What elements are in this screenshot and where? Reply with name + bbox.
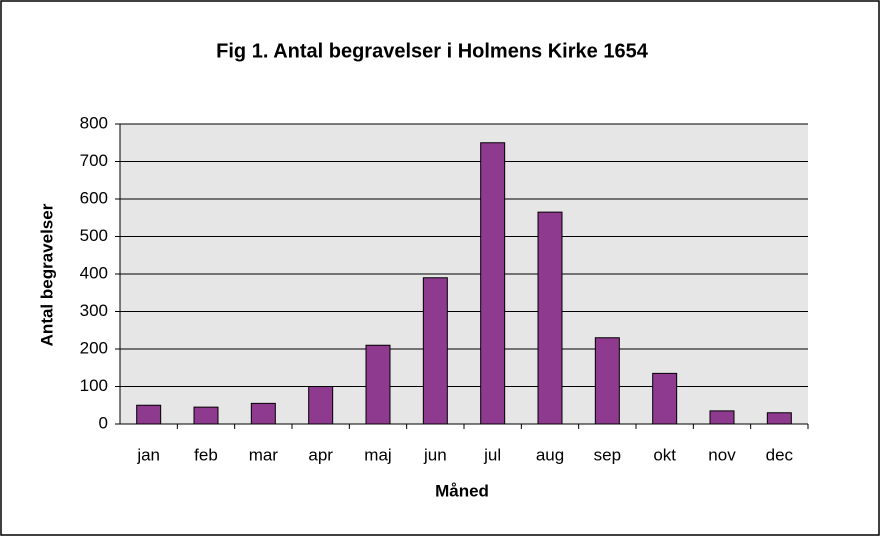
bar: [652, 372, 678, 425]
x-tick-label: jul: [483, 445, 501, 464]
bar: [480, 142, 506, 425]
bar: [537, 211, 563, 425]
x-tick-label: feb: [194, 445, 218, 464]
y-tick-label: 600: [80, 188, 108, 207]
y-tick-label: 700: [80, 151, 108, 170]
bar: [766, 412, 792, 425]
y-axis-title: Antal begravelser: [37, 203, 56, 346]
x-tick-label: jun: [423, 445, 447, 464]
x-tick-label: sep: [594, 445, 621, 464]
bar: [594, 337, 620, 425]
x-tick-label: maj: [364, 445, 391, 464]
bar: [193, 406, 219, 425]
bar: [136, 404, 162, 425]
chart-title: Fig 1. Antal begravelser i Holmens Kirke…: [216, 40, 649, 62]
bar: [365, 344, 391, 425]
bar: [308, 386, 334, 425]
y-tick-label: 800: [80, 113, 108, 132]
bar: [250, 402, 276, 425]
y-tick-label: 100: [80, 376, 108, 395]
bar: [422, 277, 448, 425]
y-tick-label: 500: [80, 226, 108, 245]
y-tick-label: 200: [80, 338, 108, 357]
x-tick-label: nov: [708, 445, 736, 464]
x-tick-label: aug: [536, 445, 564, 464]
x-tick-label: dec: [766, 445, 794, 464]
x-tick-label: mar: [249, 445, 279, 464]
x-tick-label: jan: [136, 445, 160, 464]
x-tick-label: okt: [653, 445, 676, 464]
bar: [709, 410, 735, 425]
x-tick-label: apr: [308, 445, 333, 464]
x-axis-title: Måned: [435, 481, 489, 500]
y-tick-label: 400: [80, 263, 108, 282]
y-tick-label: 0: [99, 413, 108, 432]
y-tick-label: 300: [80, 301, 108, 320]
